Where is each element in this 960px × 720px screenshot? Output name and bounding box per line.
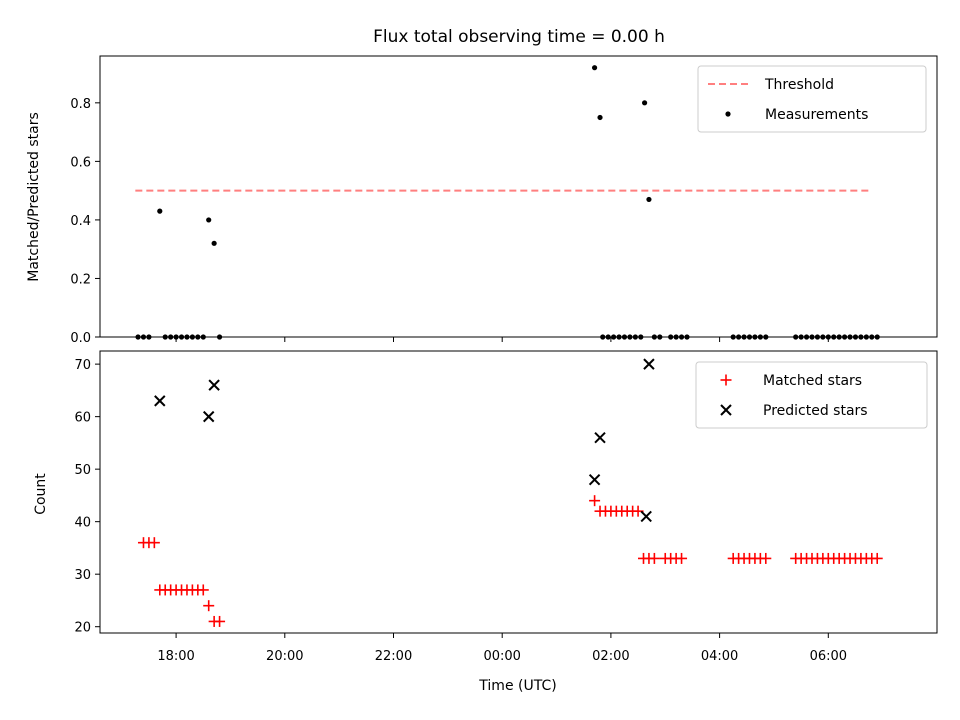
x-axis-label: Time (UTC) (478, 678, 556, 694)
measurement-point (206, 217, 212, 223)
measurement-point (641, 100, 648, 106)
predicted-point (154, 395, 166, 407)
legend-predicted-marker (720, 404, 732, 416)
legend-measurements-swatch (725, 111, 731, 117)
bottom-y-tick-label: 60 (74, 411, 91, 426)
top-axes-frame (99, 55, 938, 338)
predicted-point (588, 473, 601, 486)
bottom-legend: Matched stars Predicted stars (695, 361, 928, 429)
matched-point (197, 584, 209, 596)
matched-point (871, 552, 883, 564)
x-tick-label: 06:00 (810, 649, 847, 664)
matched-point (760, 552, 772, 564)
predicted-point (640, 510, 652, 523)
legend-matched-swatch (720, 374, 732, 386)
predicted-point (202, 410, 215, 423)
predicted-point (208, 379, 220, 391)
measurement-point (591, 65, 598, 71)
x-tick-label: 20:00 (266, 649, 303, 664)
bottom-plot-area (137, 358, 883, 627)
top-y-tick-label: 0.0 (70, 331, 91, 346)
top-y-tick-label: 0.6 (70, 155, 91, 170)
matched-point (214, 615, 226, 627)
bottom-y-axis: 20 30 40 50 60 70 (74, 358, 100, 636)
top-y-tick-label: 0.2 (70, 272, 91, 287)
legend-predicted-label: Predicted stars (763, 403, 868, 419)
top-panel: 0.00.20.40.60.8 Matched/Predicted stars … (26, 55, 938, 346)
matched-point (203, 600, 215, 612)
matched-point (676, 552, 688, 564)
predicted-point (594, 431, 606, 444)
x-tick-label: 04:00 (701, 649, 738, 664)
chart-title: Flux total observing time = 0.00 h (373, 27, 665, 47)
matched-point (148, 537, 160, 549)
x-tick-label: 22:00 (375, 649, 412, 664)
measurement-point (597, 114, 603, 121)
bottom-panel: 20 30 40 50 60 70 18:00 20:00 22:00 00:00 02:00 04… (33, 350, 938, 694)
x-tick-label: 00:00 (483, 649, 520, 664)
predicted-point (643, 358, 655, 370)
legend-matched-label: Matched stars (763, 373, 862, 389)
bottom-y-tick-label: 70 (74, 358, 91, 373)
top-x-axis (175, 337, 829, 342)
x-tick-label: 18:00 (157, 649, 194, 664)
top-legend: Threshold Measurements (697, 65, 927, 133)
bottom-legend-box (695, 361, 928, 429)
bottom-axes-frame (99, 350, 938, 634)
bottom-y-tick-label: 40 (74, 516, 91, 531)
top-y-axis-label: Matched/Predicted stars (26, 112, 42, 282)
legend-threshold-label: Threshold (764, 77, 834, 93)
top-y-tick-label: 0.4 (70, 214, 91, 229)
measurement-point (646, 196, 652, 203)
x-tick-label: 02:00 (592, 649, 629, 664)
bottom-y-axis-label: Count (33, 473, 49, 515)
matched-point (589, 495, 601, 507)
legend-measurements-label: Measurements (765, 107, 868, 123)
measurement-point (211, 240, 217, 246)
bottom-x-axis: 18:00 20:00 22:00 00:00 02:00 04:00 06:00 (157, 633, 847, 664)
bottom-y-tick-label: 50 (74, 463, 91, 478)
matched-point (648, 552, 660, 564)
top-legend-box (697, 65, 927, 133)
top-y-tick-label: 0.8 (70, 97, 91, 112)
bottom-y-tick-label: 30 (74, 568, 91, 583)
bottom-y-tick-label: 20 (74, 621, 91, 636)
top-y-axis: 0.0 0.2 0.4 0.6 0.8 (70, 97, 100, 346)
legend-matched-marker (720, 374, 732, 386)
measurement-point (157, 208, 163, 214)
legend-predicted-swatch (720, 404, 732, 416)
